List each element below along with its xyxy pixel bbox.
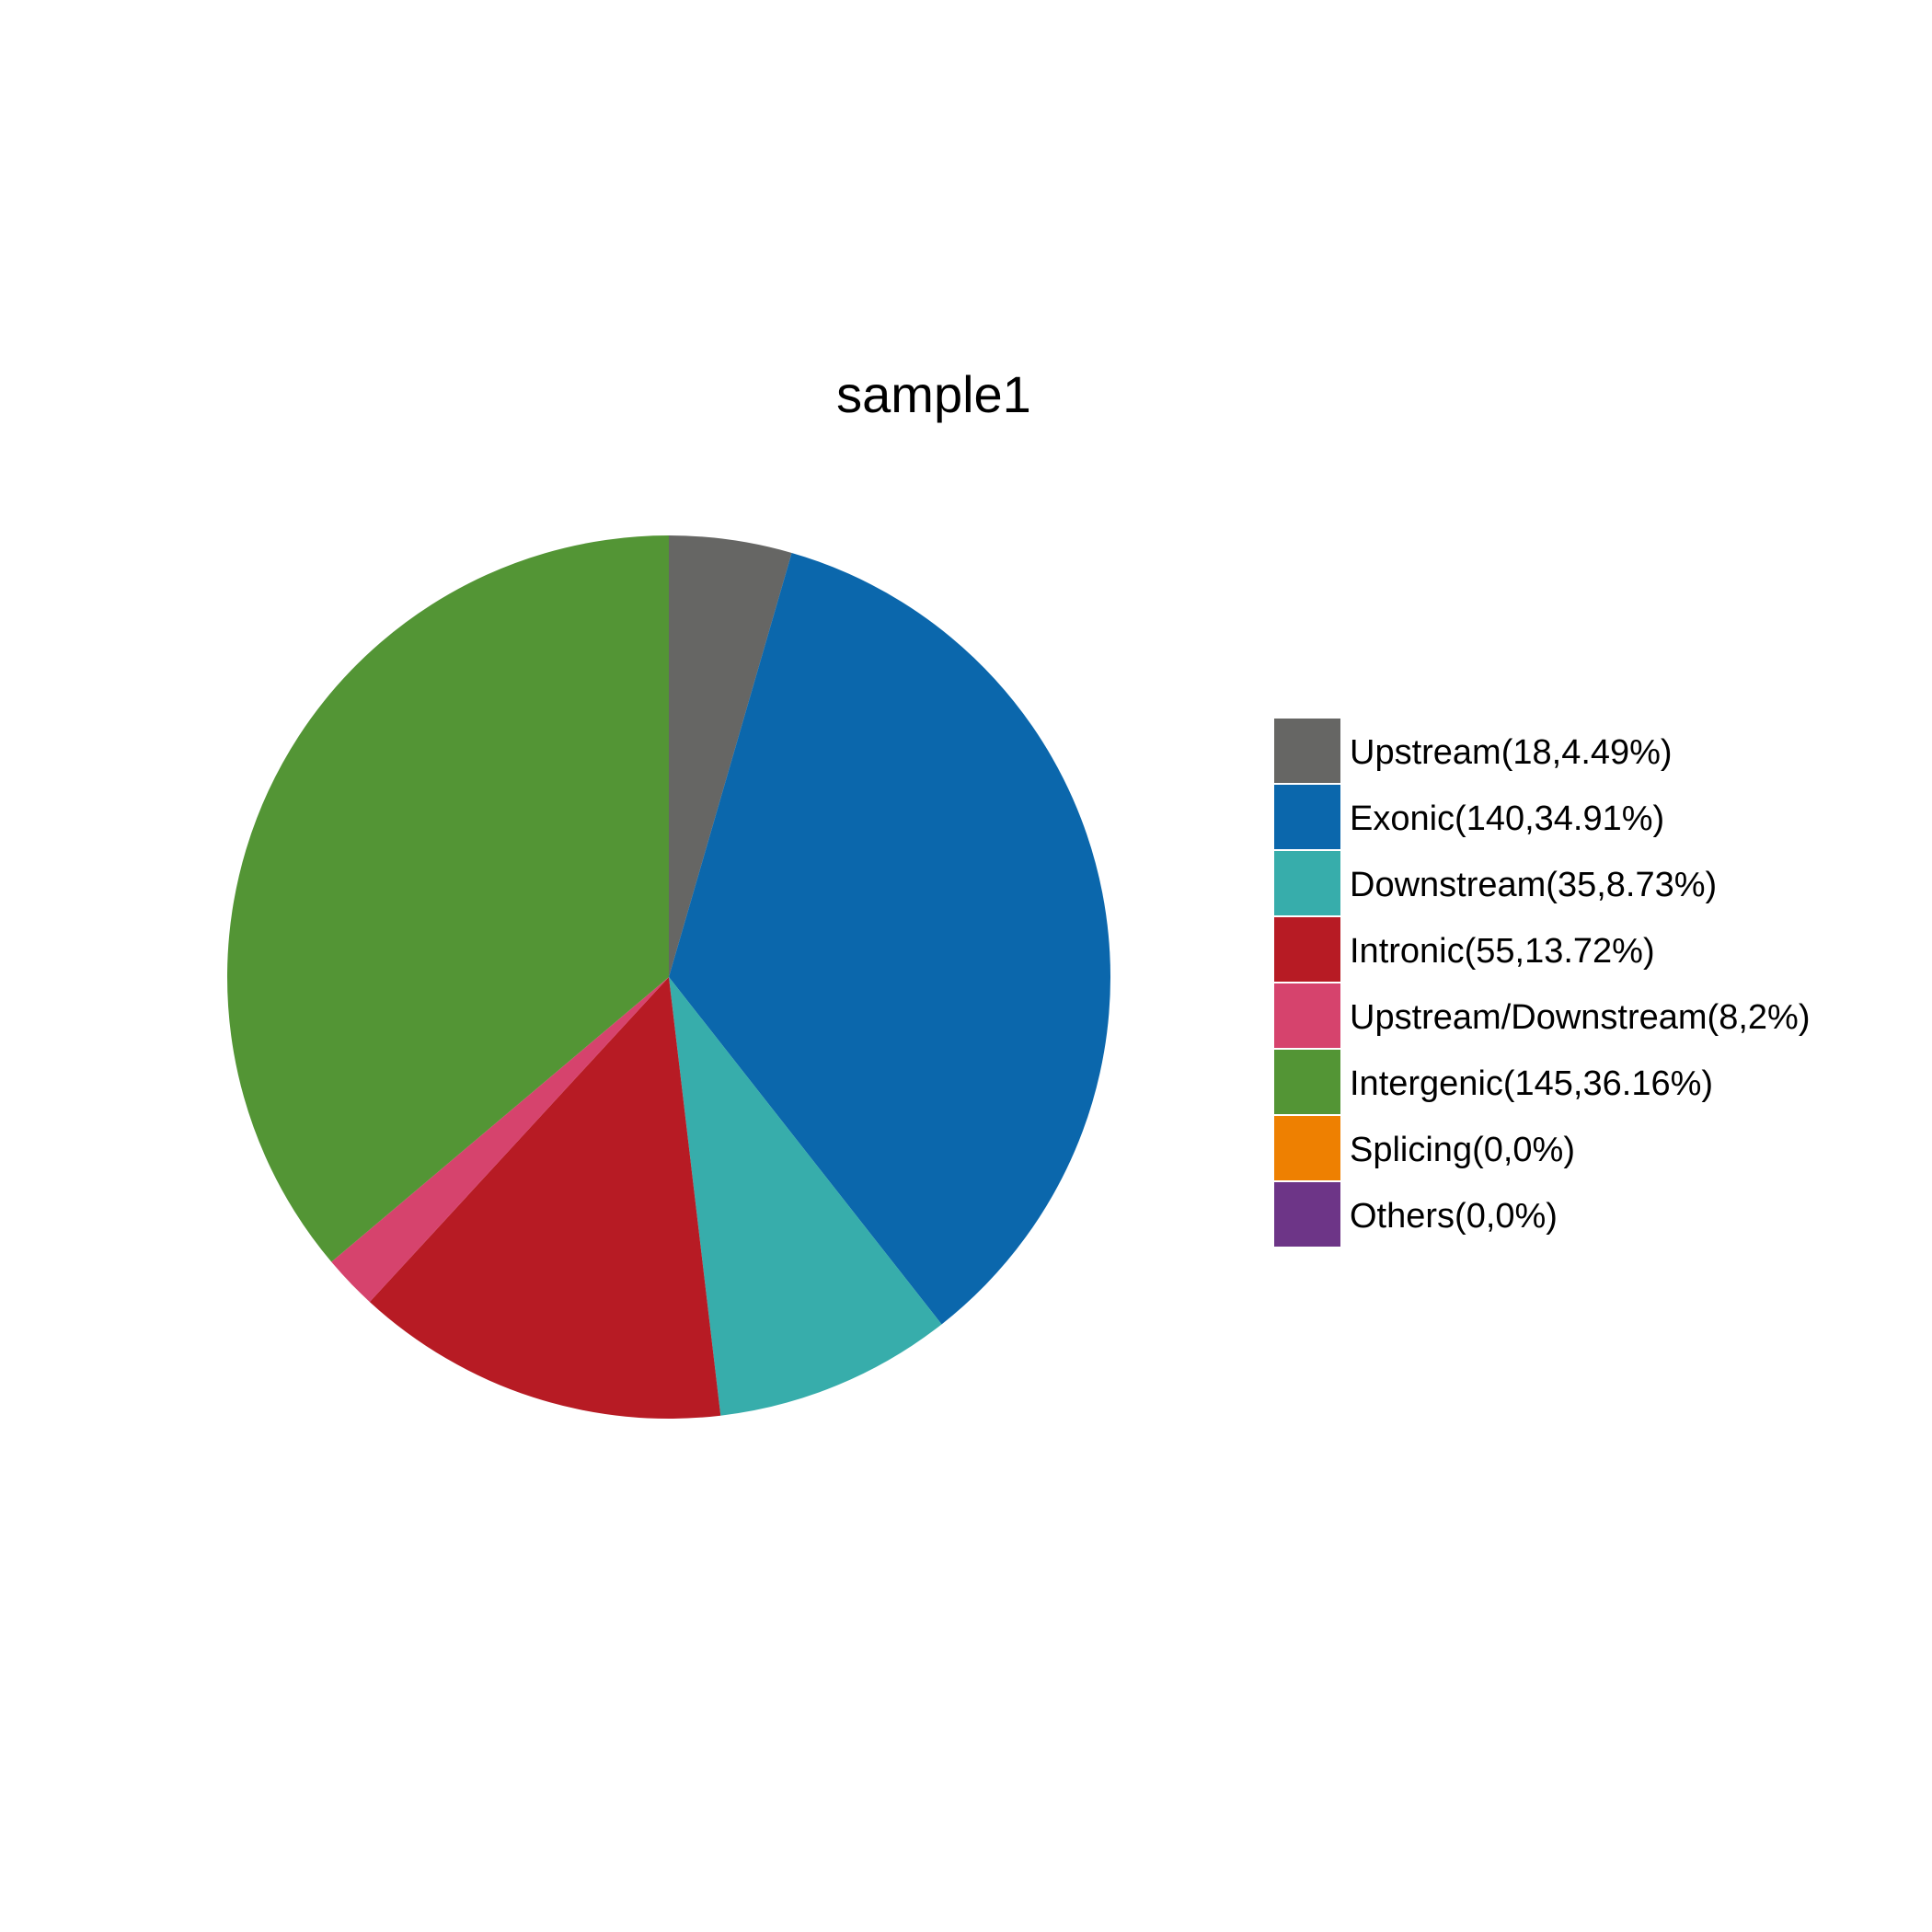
- pie-slices: [226, 535, 1111, 1420]
- pie-slice-intergenic: [226, 535, 669, 1262]
- legend-label-downstream: Downstream(35,8.73%): [1350, 866, 1717, 904]
- pie-slice-downstream: [669, 977, 942, 1416]
- legend-label-intronic: Intronic(55,13.72%): [1350, 932, 1655, 971]
- legend-swatch-upstream: [1274, 719, 1340, 783]
- pie-slice-exonic: [669, 552, 1111, 1325]
- pie-slice-intronic: [369, 977, 721, 1420]
- legend-swatch-intronic: [1274, 917, 1340, 982]
- legend-swatch-splicing: [1274, 1116, 1340, 1180]
- legend: Upstream(18,4.49%) Exonic(140,34.91%) Down…: [1274, 719, 1810, 1247]
- legend-label-others: Others(0,0%): [1350, 1197, 1558, 1236]
- legend-swatch-others: [1274, 1182, 1340, 1247]
- legend-label-upstream-downstream: Upstream/Downstream(8,2%): [1350, 998, 1810, 1037]
- pie-slice-upstream-downstream: [331, 977, 669, 1303]
- legend-swatch-intergenic: [1274, 1050, 1340, 1114]
- legend-label-upstream: Upstream(18,4.49%): [1350, 733, 1673, 772]
- legend-label-intergenic: Intergenic(145,36.16%): [1350, 1064, 1713, 1103]
- legend-swatch-downstream: [1274, 851, 1340, 915]
- legend-swatch-upstream-downstream: [1274, 983, 1340, 1048]
- pie-slice-upstream: [669, 535, 792, 977]
- legend-swatch-exonic: [1274, 785, 1340, 849]
- chart-title: sample1: [836, 365, 1031, 423]
- legend-label-splicing: Splicing(0,0%): [1350, 1131, 1575, 1169]
- legend-label-exonic: Exonic(140,34.91%): [1350, 799, 1664, 838]
